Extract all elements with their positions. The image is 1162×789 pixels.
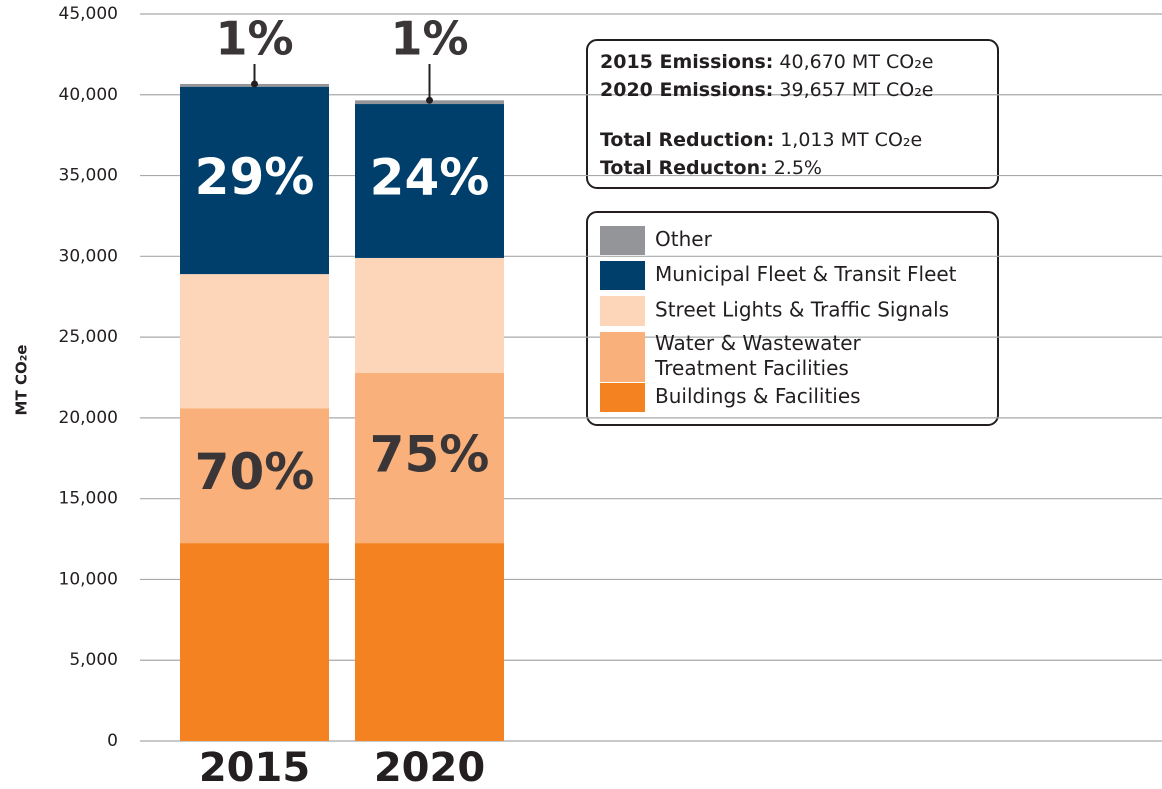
x-tick-label: 2020 — [374, 745, 485, 789]
y-tick-label: 0 — [107, 731, 118, 751]
legend-label: Other — [655, 227, 713, 251]
y-tick-label: 35,000 — [59, 166, 118, 186]
info-line: 2020 Emissions: 39,657 MT CO₂e — [600, 79, 934, 101]
info-line: Total Reduction: 1,013 MT CO₂e — [600, 129, 922, 151]
bar-label: 1% — [390, 12, 468, 66]
legend-swatch — [600, 261, 645, 290]
info-value: 40,670 MT CO₂e — [779, 51, 933, 73]
legend-label: Buildings & Facilities — [655, 384, 861, 408]
legend-label: Municipal Fleet & Transit Fleet — [655, 262, 957, 286]
bar-segment — [355, 257, 504, 373]
legend-label: Water & Wastewater Treatment Facilities — [654, 331, 862, 380]
bar-segment — [180, 274, 329, 409]
info-label: Total Reduction: — [600, 129, 774, 151]
legend-swatch — [600, 296, 645, 326]
bar-segment — [180, 86, 329, 275]
leader-dot — [426, 96, 433, 104]
bar-label: 24% — [370, 148, 490, 206]
legend-label: Street Lights & Traffic Signals — [655, 298, 949, 322]
info-value: 39,657 MT CO₂e — [779, 79, 933, 101]
legend-box — [586, 211, 999, 426]
info-value: 2.5% — [774, 157, 822, 179]
info-value: 1,013 MT CO₂e — [780, 129, 922, 151]
bar-segment — [355, 372, 504, 544]
bar-segment — [180, 543, 329, 741]
info-line: Total Reducton: 2.5% — [600, 157, 822, 179]
bar-segment — [355, 104, 504, 258]
info-label: Total Reducton: — [600, 157, 768, 179]
bar-label: 70% — [195, 443, 315, 501]
y-tick-label: 20,000 — [59, 408, 118, 428]
legend-swatch — [600, 383, 645, 412]
y-tick-label: 10,000 — [59, 569, 118, 589]
y-axis-label: MT CO₂e — [13, 345, 31, 416]
legend-swatch — [600, 226, 645, 255]
y-tick-label: 15,000 — [59, 489, 118, 509]
y-tick-label: 25,000 — [59, 327, 118, 347]
leader-dot — [251, 80, 258, 88]
info-line: 2015 Emissions: 40,670 MT CO₂e — [600, 51, 934, 73]
info-label: 2020 Emissions: — [600, 79, 773, 101]
info-label: 2015 Emissions: — [600, 51, 773, 73]
y-tick-label: 30,000 — [59, 246, 118, 266]
bar-label: 1% — [215, 12, 293, 66]
bar-segment — [180, 408, 329, 544]
y-tick-label: 40,000 — [59, 85, 118, 105]
x-tick-label: 2015 — [199, 745, 310, 789]
y-tick-label: 5,000 — [69, 650, 118, 670]
bar-segment — [355, 543, 504, 741]
info-box — [586, 39, 999, 189]
bar-label: 75% — [370, 426, 490, 484]
y-tick-label: 45,000 — [59, 4, 118, 24]
legend-swatch — [600, 332, 645, 382]
bar-label: 29% — [195, 148, 315, 206]
